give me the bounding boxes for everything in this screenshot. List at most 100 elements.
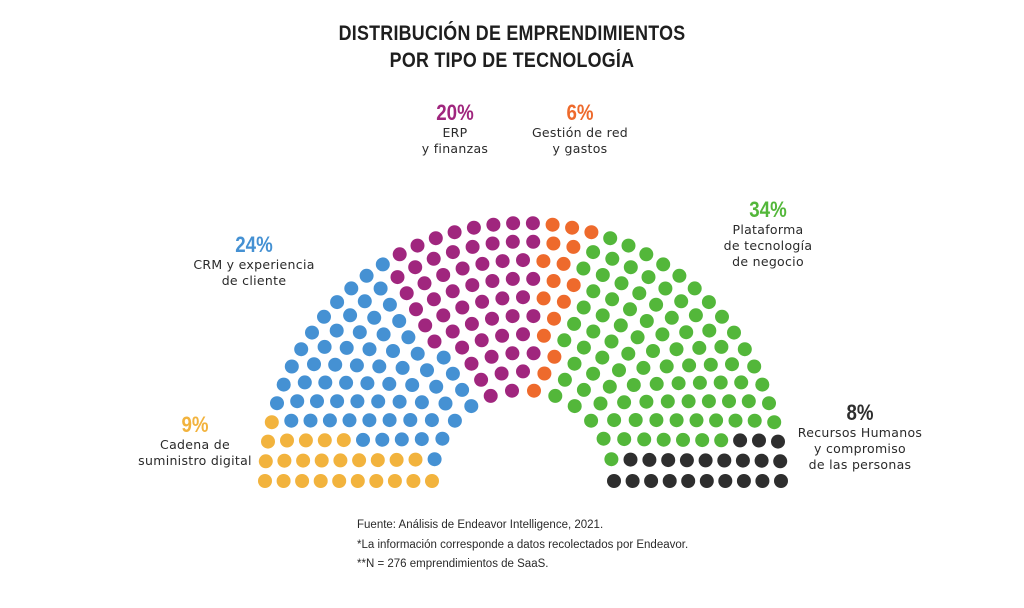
category-label: ERP	[442, 125, 468, 140]
seat-dot-1	[307, 357, 321, 372]
seat-dot-1	[392, 314, 407, 328]
seat-dot-4	[727, 325, 741, 340]
seat-dot-1	[362, 342, 377, 357]
seat-dot-1	[357, 294, 372, 309]
seat-dot-4	[695, 433, 710, 448]
seat-dot-1	[455, 382, 470, 397]
seat-dot-2	[483, 388, 498, 403]
seat-dot-1	[317, 339, 332, 354]
seat-dot-2	[505, 309, 520, 324]
seat-dot-3	[536, 254, 551, 269]
percent-label: 9%	[181, 412, 209, 437]
seat-dot-3	[536, 291, 551, 306]
seat-dot-1	[382, 413, 397, 428]
category-label: Cadena de	[160, 437, 230, 452]
seat-dot-0	[350, 474, 365, 488]
seat-dot-1	[270, 396, 284, 411]
seat-dot-4	[656, 432, 671, 447]
seat-dot-4	[586, 324, 601, 339]
seat-dot-3	[556, 294, 571, 309]
seat-dot-4	[734, 375, 749, 390]
seat-dot-4	[713, 375, 728, 390]
seat-dot-1	[373, 281, 388, 296]
seat-dot-4	[567, 399, 582, 414]
seat-dot-4	[621, 346, 636, 361]
seat-dot-4	[626, 378, 641, 392]
seat-dot-2	[485, 236, 500, 251]
seat-dot-4	[669, 413, 684, 428]
seat-dot-2	[475, 294, 490, 309]
category-label: Gestión de red	[531, 125, 629, 140]
sample-note: **N = 276 emprendimientos de SaaS.	[357, 558, 549, 570]
seat-dot-4	[639, 394, 654, 409]
seat-dot-2	[525, 216, 540, 231]
seat-dot-1	[297, 375, 312, 390]
seat-dot-1	[410, 346, 425, 361]
seat-dot-1	[367, 310, 382, 325]
seat-dot-4	[722, 394, 736, 409]
seat-dot-1	[294, 342, 309, 357]
seat-dot-2	[445, 284, 460, 299]
seat-dot-1	[284, 359, 299, 374]
seat-dot-4	[603, 231, 618, 246]
seat-dot-4	[725, 357, 739, 372]
seat-dot-1	[401, 330, 416, 345]
seat-dot-1	[352, 325, 367, 340]
seat-dot-4	[655, 327, 670, 342]
seat-dot-4	[613, 318, 628, 333]
seat-dot-3	[547, 349, 562, 364]
seat-dot-2	[418, 318, 433, 333]
seat-dot-2	[445, 245, 460, 260]
seat-dot-1	[318, 375, 333, 390]
seat-dot-0	[280, 433, 294, 448]
seat-dot-4	[617, 395, 632, 410]
seat-dot-2	[495, 328, 510, 343]
seat-dot-3	[556, 256, 571, 271]
seat-dot-4	[755, 377, 770, 392]
seat-dot-1	[376, 327, 391, 342]
seat-dot-4	[688, 308, 703, 323]
seat-dot-2	[506, 216, 521, 231]
seat-dot-5	[662, 474, 677, 488]
seat-dot-0	[296, 453, 311, 468]
seat-dot-1	[343, 308, 358, 323]
seat-dot-4	[567, 356, 582, 371]
seat-dot-0	[258, 474, 272, 488]
seat-dot-1	[362, 413, 377, 428]
seat-dot-4	[656, 257, 671, 272]
seat-dot-4	[702, 323, 717, 338]
seat-dot-4	[636, 360, 651, 375]
seat-dot-0	[314, 453, 329, 468]
seat-dot-0	[332, 474, 347, 488]
seat-dot-5	[679, 453, 694, 468]
seat-dot-1	[435, 431, 450, 446]
seat-dot-1	[414, 395, 429, 410]
seat-dot-4	[586, 366, 601, 381]
seat-dot-5	[644, 474, 659, 488]
category-label: y finanzas	[421, 141, 489, 156]
percent-label: 6%	[566, 100, 594, 125]
seat-dot-1	[375, 432, 390, 447]
seat-dot-2	[474, 333, 489, 348]
category-label: Plataforma	[732, 222, 804, 237]
seat-dot-0	[313, 474, 328, 488]
seat-dot-2	[445, 324, 460, 339]
seat-dot-1	[394, 432, 409, 447]
seat-dot-4	[692, 375, 707, 390]
seat-dot-0	[387, 474, 402, 488]
seat-dot-0	[333, 453, 348, 468]
seat-dot-1	[372, 359, 387, 374]
seat-dot-4	[701, 295, 716, 310]
seat-dot-4	[649, 297, 664, 312]
seat-dot-2	[455, 261, 470, 276]
seat-dot-2	[495, 254, 510, 269]
seat-dot-1	[382, 376, 397, 391]
seat-dot-3	[527, 383, 541, 398]
seat-dot-4	[586, 284, 601, 299]
seat-dot-0	[295, 474, 310, 488]
seat-dot-0	[277, 453, 292, 468]
seat-dot-0	[408, 452, 423, 467]
seat-dot-3	[565, 220, 580, 235]
seat-dot-4	[637, 432, 652, 447]
seat-dot-4	[741, 394, 756, 409]
